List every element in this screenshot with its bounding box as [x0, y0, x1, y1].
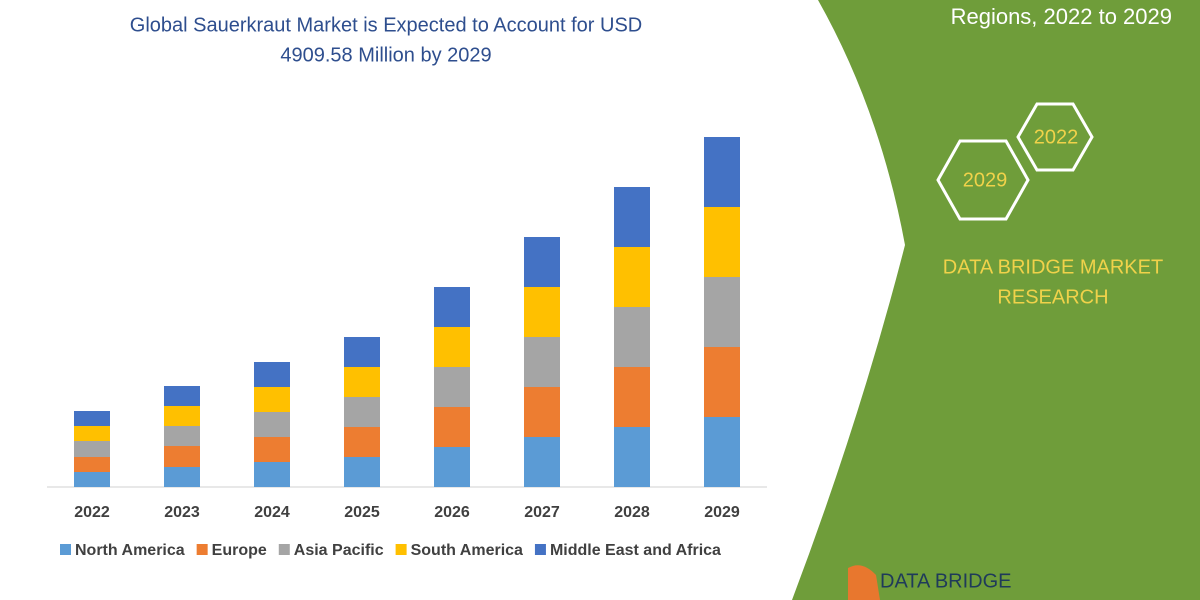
logo-mark [848, 565, 880, 600]
bar-segment [614, 427, 650, 487]
bar-segment [164, 467, 200, 487]
bar-segment [704, 347, 740, 417]
legend-swatch [60, 544, 71, 555]
bar-segment [254, 437, 290, 462]
bar-segment [524, 237, 560, 287]
bar-segment [524, 437, 560, 487]
legend-label: North America [75, 542, 185, 559]
hexagon [1016, 102, 1094, 172]
bar-segment [614, 247, 650, 307]
bar-segment [74, 472, 110, 487]
bar-segment [524, 287, 560, 337]
chart-title: Global Sauerkraut Market is Expected to … [130, 14, 642, 36]
bar-segment [704, 277, 740, 347]
legend-swatch [196, 544, 208, 555]
bar-segment [344, 427, 380, 457]
hexagon-label: 2022 [1034, 126, 1079, 148]
bar-segment [434, 367, 470, 407]
bar-segment [164, 386, 200, 406]
x-tick-label: 2022 [74, 504, 110, 521]
bar-segment [254, 412, 290, 437]
bar-segment [344, 367, 380, 397]
bar-segment [524, 337, 560, 387]
bar-segment [614, 307, 650, 367]
bar-segment [164, 406, 200, 426]
chart-title: 4909.58 Million by 2029 [280, 44, 491, 66]
legend-label: Middle East and Africa [550, 542, 721, 559]
legend-label: South America [411, 542, 523, 559]
logo-text: DATA BRIDGE [880, 570, 1012, 592]
bar-segment [74, 457, 110, 472]
x-tick-label: 2023 [164, 504, 200, 521]
x-tick-label: 2027 [524, 504, 560, 521]
bar-segment [434, 407, 470, 447]
hexagon [936, 139, 1030, 221]
bar-segment [254, 462, 290, 487]
legend-label: Europe [212, 542, 267, 559]
bar-segment [704, 207, 740, 277]
brand-text: RESEARCH [997, 286, 1108, 308]
legend-label: Asia Pacific [294, 542, 384, 559]
legend-swatch [395, 544, 407, 555]
bar-segment [434, 447, 470, 487]
bar-segment [254, 387, 290, 412]
legend-swatch [534, 544, 546, 555]
legend-swatch [278, 544, 290, 555]
brand-text: DATA BRIDGE MARKET [943, 256, 1163, 278]
bar-segment [344, 397, 380, 427]
x-tick-label: 2024 [254, 504, 290, 521]
bar-segment [704, 417, 740, 487]
bar-segment [704, 137, 740, 207]
x-tick-label: 2029 [704, 504, 740, 521]
side-subtitle: Regions, 2022 to 2029 [951, 4, 1172, 29]
x-tick-label: 2026 [434, 504, 470, 521]
bar-segment [434, 287, 470, 327]
bar-segment [614, 187, 650, 247]
x-tick-label: 2025 [344, 504, 380, 521]
x-tick-label: 2028 [614, 504, 650, 521]
bar-segment [344, 337, 380, 367]
bar-segment [434, 327, 470, 367]
bar-segment [164, 426, 200, 446]
bar-segment [524, 387, 560, 437]
bar-segment [254, 362, 290, 387]
bar-segment [74, 441, 110, 457]
bar-segment [344, 457, 380, 487]
bar-segment [74, 426, 110, 441]
bar-segment [614, 367, 650, 427]
hexagon-label: 2029 [963, 169, 1008, 191]
side-panel [792, 0, 1200, 600]
bar-segment [164, 446, 200, 467]
bar-segment [74, 411, 110, 426]
